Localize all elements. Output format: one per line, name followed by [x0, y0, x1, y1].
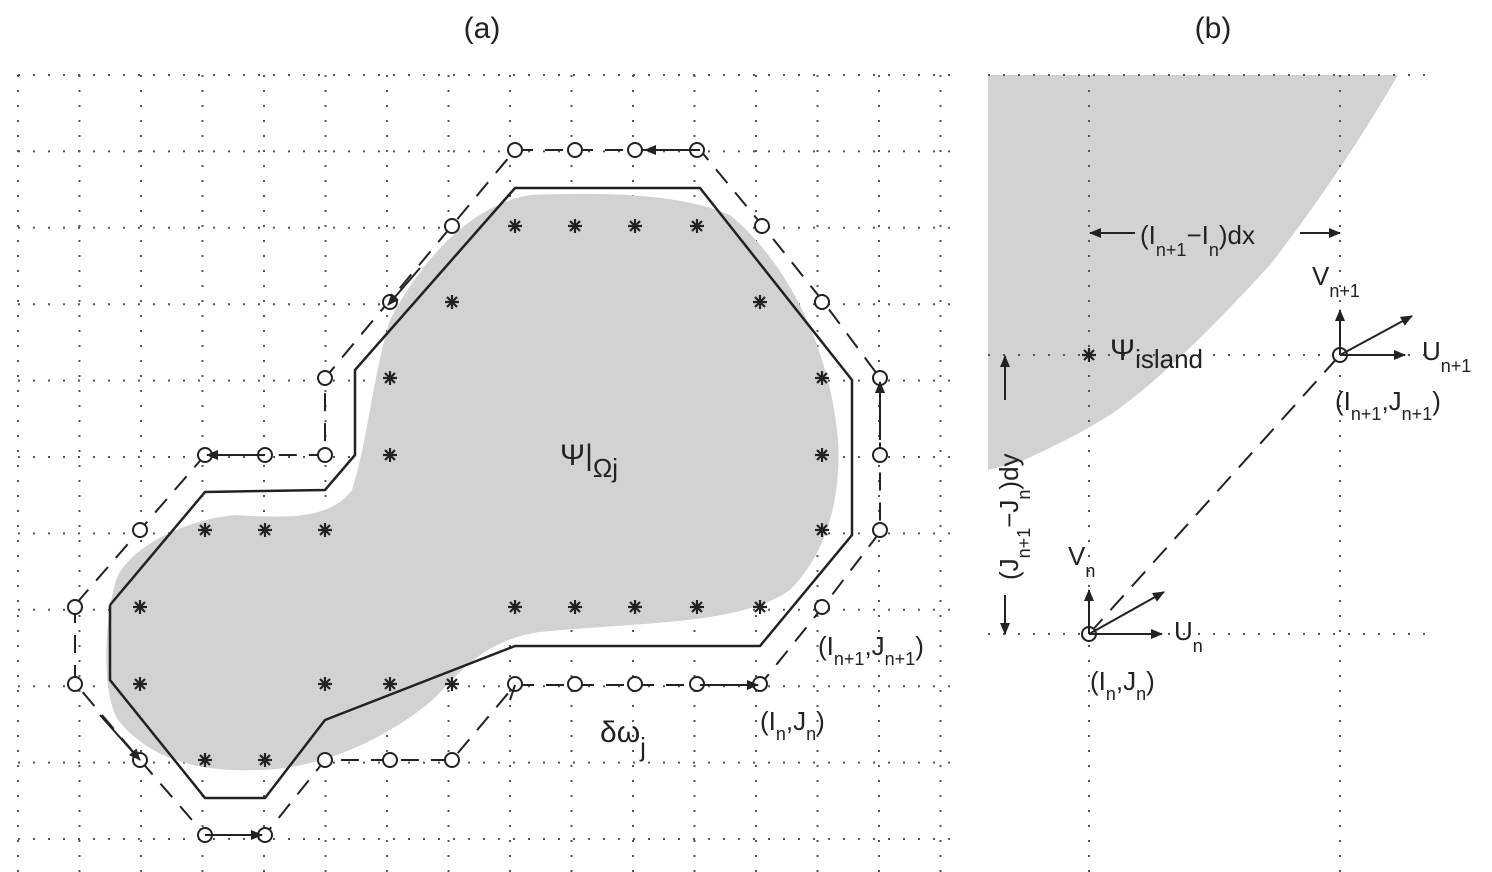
region-omega-shaded: [106, 193, 839, 771]
outer-boundary-dashed: [74, 149, 881, 836]
node-n-vectors: [1084, 589, 1165, 639]
star-node: [383, 371, 397, 385]
circle-node: [507, 676, 523, 692]
star-node: [753, 600, 767, 614]
island-shaded: [988, 75, 1398, 470]
star-node: [628, 600, 642, 614]
boundary-arrows: [99, 145, 885, 840]
boundary-label: δωj: [600, 716, 646, 762]
panel-a: (a) Ψ|Ωj δωj (In+1,Jn+1) (In,Jn): [17, 12, 950, 872]
circle-node: [627, 142, 643, 158]
star-node: [568, 600, 582, 614]
star-node: [318, 677, 332, 691]
circle-node: [132, 522, 148, 538]
star-node: [815, 371, 829, 385]
interior-nodes: [133, 219, 829, 767]
island-label: Ψisland: [1110, 334, 1203, 374]
panel-a-label: (a): [464, 12, 501, 45]
star-node: [628, 219, 642, 233]
star-node: [568, 219, 582, 233]
dx-label: (In+1−In)dx: [1140, 220, 1255, 260]
circle-node: [754, 218, 770, 234]
circle-node: [444, 218, 460, 234]
circle-node: [444, 752, 460, 768]
star-node: [690, 600, 704, 614]
circle-node: [317, 370, 333, 386]
circle-node: [627, 676, 643, 692]
circle-node: [317, 752, 333, 768]
inner-boundary-solid: [108, 186, 854, 800]
star-node: [690, 219, 704, 233]
circle-node: [872, 447, 888, 463]
u-n-label: Un: [1174, 616, 1203, 656]
star-node: [133, 600, 147, 614]
star-node: [445, 295, 459, 309]
star-node: [815, 448, 829, 462]
star-node: [753, 295, 767, 309]
node-label-a-n1: (In+1,Jn+1): [818, 631, 924, 669]
star-node: [445, 677, 459, 691]
circle-node: [567, 676, 583, 692]
node-n1-vectors: [1335, 309, 1413, 360]
island-marker: [1082, 348, 1096, 362]
panel-b: (b) Ψisland (In+1−In)dx (Jn+1−Jn)dy: [988, 12, 1471, 872]
circle-node: [507, 142, 523, 158]
star-node: [198, 523, 212, 537]
circle-node: [317, 447, 333, 463]
circle-node: [814, 599, 830, 615]
circle-node: [67, 599, 83, 615]
u-n1-label: Un+1: [1422, 336, 1471, 376]
v-n-label: Vn: [1068, 541, 1095, 581]
circle-node: [382, 752, 398, 768]
node-label-b-n1: (In+1,Jn+1): [1335, 386, 1441, 424]
star-node: [318, 523, 332, 537]
star-node: [383, 448, 397, 462]
circle-node: [67, 676, 83, 692]
star-node: [508, 600, 522, 614]
star-node: [815, 523, 829, 537]
panel-b-label: (b): [1195, 12, 1232, 45]
star-node: [258, 753, 272, 767]
star-node: [198, 753, 212, 767]
circle-node: [814, 294, 830, 310]
circle-node: [872, 522, 888, 538]
region-label: Ψ|Ωj: [560, 439, 618, 483]
star-node: [258, 523, 272, 537]
star-node: [508, 219, 522, 233]
star-node: [383, 677, 397, 691]
node-label-b-n: (In,Jn): [1090, 666, 1155, 704]
node-label-a-n: (In,Jn): [760, 706, 825, 744]
dy-label: (Jn+1−Jn)dy: [994, 453, 1034, 580]
star-node: [133, 677, 147, 691]
circle-node: [567, 142, 583, 158]
v-n1-label: Vn+1: [1312, 261, 1360, 301]
